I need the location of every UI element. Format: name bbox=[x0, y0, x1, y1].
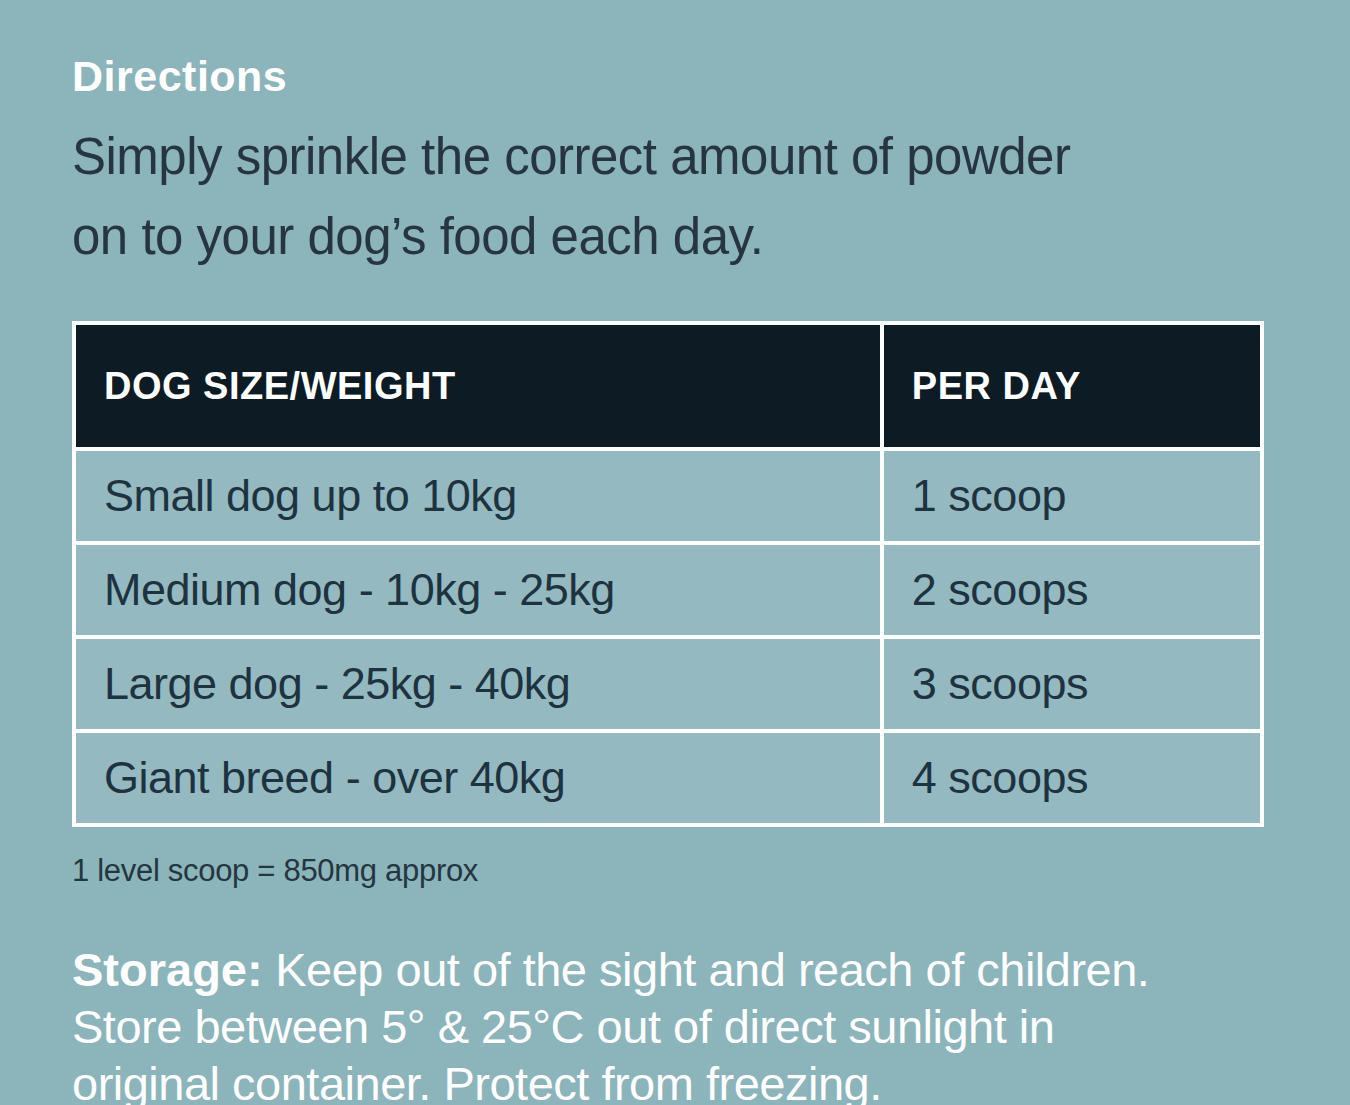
label-directions-panel: Directions Simply sprinkle the correct a… bbox=[0, 0, 1350, 1105]
per-day-cell: 4 scoops bbox=[882, 731, 1262, 825]
table-header-per-day: PER DAY bbox=[882, 323, 1262, 449]
storage-section: Storage: Keep out of the sight and reach… bbox=[72, 941, 1262, 1105]
storage-label: Storage: bbox=[72, 943, 263, 996]
dosage-table-header-row: DOG SIZE/WEIGHT PER DAY bbox=[74, 323, 1262, 449]
per-day-cell: 1 scoop bbox=[882, 449, 1262, 543]
table-row: Giant breed - over 40kg 4 scoops bbox=[74, 731, 1262, 825]
dog-size-cell: Small dog up to 10kg bbox=[74, 449, 882, 543]
dog-size-cell: Medium dog - 10kg - 25kg bbox=[74, 543, 882, 637]
per-day-cell: 3 scoops bbox=[882, 637, 1262, 731]
directions-text-line-2: on to your dog’s food each day. bbox=[72, 197, 1262, 277]
storage-text-line-3: original container. Protect from freezin… bbox=[72, 1055, 1262, 1105]
table-row: Small dog up to 10kg 1 scoop bbox=[74, 449, 1262, 543]
directions-text: Simply sprinkle the correct amount of po… bbox=[72, 117, 1262, 277]
storage-text-line-1: Storage: Keep out of the sight and reach… bbox=[72, 941, 1262, 998]
storage-text-line-2: Store between 5° & 25°C out of direct su… bbox=[72, 998, 1262, 1055]
dog-size-cell: Giant breed - over 40kg bbox=[74, 731, 882, 825]
storage-text: Keep out of the sight and reach of child… bbox=[263, 943, 1150, 996]
table-row: Large dog - 25kg - 40kg 3 scoops bbox=[74, 637, 1262, 731]
table-row: Medium dog - 10kg - 25kg 2 scoops bbox=[74, 543, 1262, 637]
scoop-note: 1 level scoop = 850mg approx bbox=[72, 853, 1262, 889]
dog-size-cell: Large dog - 25kg - 40kg bbox=[74, 637, 882, 731]
directions-text-line-1: Simply sprinkle the correct amount of po… bbox=[72, 117, 1262, 197]
dosage-table: DOG SIZE/WEIGHT PER DAY Small dog up to … bbox=[72, 321, 1264, 827]
table-header-dog-size: DOG SIZE/WEIGHT bbox=[74, 323, 882, 449]
page-title: Directions bbox=[72, 52, 1262, 101]
per-day-cell: 2 scoops bbox=[882, 543, 1262, 637]
